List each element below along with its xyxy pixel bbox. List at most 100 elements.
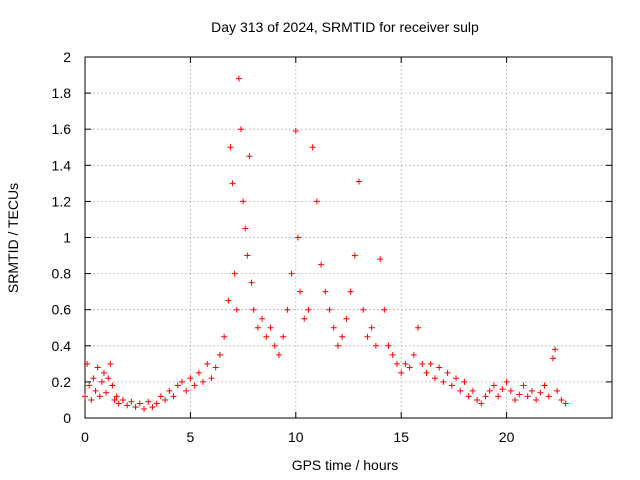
y-tick-label: 0 bbox=[63, 410, 71, 426]
data-point bbox=[533, 396, 540, 403]
data-point bbox=[280, 333, 287, 340]
data-point bbox=[221, 333, 228, 340]
x-tick-label: 5 bbox=[187, 429, 195, 445]
data-point bbox=[231, 270, 238, 277]
data-point bbox=[235, 75, 242, 82]
y-tick-label: 0.2 bbox=[52, 374, 72, 390]
data-point bbox=[410, 351, 417, 358]
data-point bbox=[318, 261, 325, 268]
y-tick-label: 0.4 bbox=[52, 338, 72, 354]
data-point bbox=[512, 396, 519, 403]
data-point bbox=[115, 400, 122, 407]
data-point bbox=[398, 369, 405, 376]
data-point bbox=[482, 393, 489, 400]
chart-title: Day 313 of 2024, SRMTID for receiver sul… bbox=[211, 19, 479, 35]
data-point bbox=[259, 315, 266, 322]
data-point bbox=[84, 360, 91, 367]
data-point bbox=[309, 144, 316, 151]
y-tick-label: 0.6 bbox=[52, 302, 72, 318]
data-point bbox=[461, 378, 468, 385]
y-axis-label: SRMTID / TECUs bbox=[5, 183, 21, 293]
data-point bbox=[240, 198, 247, 205]
data-point bbox=[246, 153, 253, 160]
data-point bbox=[128, 398, 135, 405]
data-point bbox=[406, 364, 413, 371]
data-point bbox=[389, 351, 396, 358]
data-point bbox=[225, 297, 232, 304]
data-point bbox=[195, 369, 202, 376]
data-point bbox=[248, 279, 255, 286]
data-point bbox=[368, 324, 375, 331]
grid-lines bbox=[85, 57, 612, 418]
data-point bbox=[216, 351, 223, 358]
data-point bbox=[402, 360, 409, 367]
data-point bbox=[292, 128, 299, 135]
data-point bbox=[204, 360, 211, 367]
data-point bbox=[288, 270, 295, 277]
data-point bbox=[242, 225, 249, 232]
data-point bbox=[132, 404, 139, 411]
data-point bbox=[90, 375, 97, 382]
data-point bbox=[393, 360, 400, 367]
data-point bbox=[166, 387, 173, 394]
data-point bbox=[334, 342, 341, 349]
data-point bbox=[377, 256, 384, 263]
y-tick-label: 1.2 bbox=[52, 193, 72, 209]
data-point bbox=[457, 387, 464, 394]
data-point bbox=[558, 396, 565, 403]
data-point bbox=[208, 375, 215, 382]
x-axis-label: GPS time / hours bbox=[292, 457, 399, 473]
data-point bbox=[267, 324, 274, 331]
data-point bbox=[330, 324, 337, 331]
data-point bbox=[360, 306, 367, 313]
data-point bbox=[528, 387, 535, 394]
data-point bbox=[474, 396, 481, 403]
data-point bbox=[149, 404, 156, 411]
data-point bbox=[119, 396, 126, 403]
data-point bbox=[478, 400, 485, 407]
data-point bbox=[552, 346, 559, 353]
data-point bbox=[444, 369, 451, 376]
data-point bbox=[100, 369, 107, 376]
data-point bbox=[109, 382, 116, 389]
data-point bbox=[178, 378, 185, 385]
data-point bbox=[490, 382, 497, 389]
data-point bbox=[92, 387, 99, 394]
data-point bbox=[516, 391, 523, 398]
data-point bbox=[381, 306, 388, 313]
x-tick-label: 15 bbox=[393, 429, 409, 445]
data-point bbox=[174, 382, 181, 389]
data-point bbox=[105, 375, 112, 382]
data-point bbox=[183, 387, 190, 394]
data-point bbox=[423, 369, 430, 376]
y-tick-label: 1.4 bbox=[52, 157, 72, 173]
data-point bbox=[326, 306, 333, 313]
data-point bbox=[343, 315, 350, 322]
x-tick-label: 20 bbox=[499, 429, 515, 445]
data-point bbox=[524, 393, 531, 400]
data-point bbox=[372, 342, 379, 349]
data-point bbox=[562, 400, 569, 407]
data-point bbox=[427, 360, 434, 367]
data-point bbox=[136, 400, 143, 407]
data-point bbox=[351, 252, 358, 259]
y-tick-label: 1.6 bbox=[52, 121, 72, 137]
data-point bbox=[495, 393, 502, 400]
data-point bbox=[297, 288, 304, 295]
data-point bbox=[227, 144, 234, 151]
data-point bbox=[271, 342, 278, 349]
data-point bbox=[385, 342, 392, 349]
data-point bbox=[157, 393, 164, 400]
data-point bbox=[200, 378, 207, 385]
data-point bbox=[469, 387, 476, 394]
x-tick-label: 0 bbox=[81, 429, 89, 445]
data-point bbox=[294, 234, 301, 241]
data-point bbox=[419, 360, 426, 367]
data-point bbox=[98, 378, 105, 385]
data-point bbox=[233, 306, 240, 313]
data-point bbox=[554, 387, 561, 394]
data-point bbox=[465, 393, 472, 400]
data-point bbox=[313, 198, 320, 205]
data-points bbox=[82, 75, 569, 412]
